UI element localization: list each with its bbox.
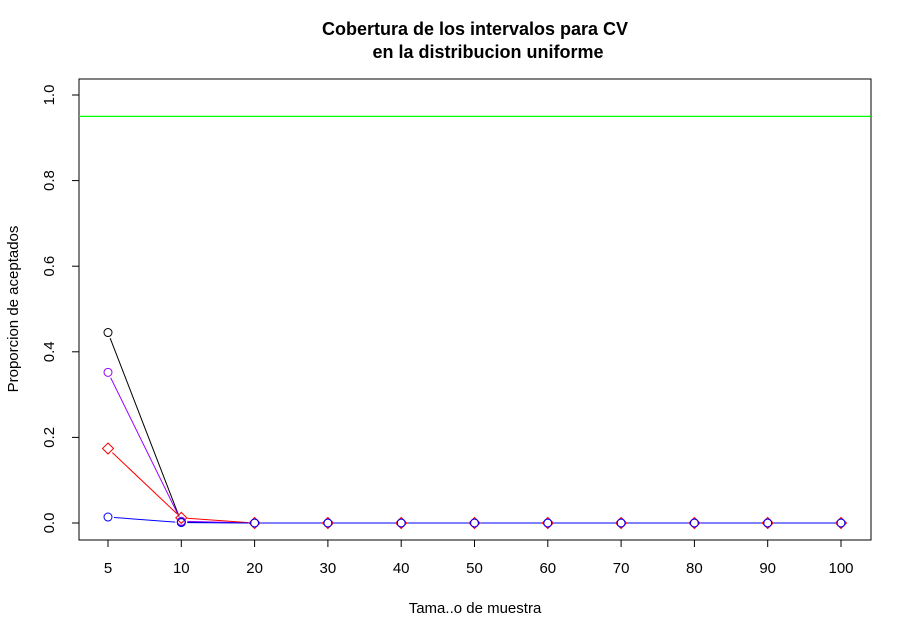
series-2-point: [101, 442, 115, 455]
chart-title-line-2: en la distribucion uniforme: [372, 42, 603, 62]
x-tick-label: 20: [246, 560, 263, 577]
x-tick-label: 5: [104, 560, 112, 577]
x-axis: 5 10 20 30 40 50 60 70 80 90 100: [104, 539, 854, 577]
x-tick-label: 40: [393, 560, 410, 577]
series-0: [103, 328, 846, 528]
series-3-point: [250, 518, 260, 528]
y-tick-label: 0.6: [41, 256, 58, 277]
series-3-segment: [113, 516, 176, 523]
x-axis-label: Tama..o de muestra: [409, 600, 542, 617]
y-axis: 0.0 0.2 0.4 0.6 0.8 1.0: [41, 85, 80, 534]
series-3-point: [323, 518, 333, 528]
y-tick-label: 0.0: [41, 513, 58, 534]
y-tick-label: 0.4: [41, 341, 58, 362]
series-3-point: [616, 518, 626, 528]
series-3-point: [763, 518, 773, 528]
y-tick-label: 1.0: [41, 85, 58, 106]
series-3-point: [543, 518, 553, 528]
chart-title-line-1: Cobertura de los intervalos para CV: [322, 19, 628, 39]
x-tick-label: 90: [759, 560, 776, 577]
series-3: [103, 512, 846, 528]
y-tick-label: 0.8: [41, 170, 58, 191]
series-2-segment: [112, 452, 178, 515]
x-tick-label: 50: [466, 560, 483, 577]
series-3-point: [470, 518, 479, 528]
series-2-point: [175, 511, 188, 525]
series-3-point: [176, 518, 186, 528]
x-tick-label: 70: [613, 560, 630, 577]
series-2-segment: [187, 517, 249, 524]
x-tick-label: 10: [173, 560, 190, 577]
series-3-point: [689, 518, 699, 528]
x-tick-label: 80: [686, 560, 703, 577]
series-3-point: [396, 518, 406, 528]
y-tick-label: 0.2: [41, 427, 58, 448]
series-2: [101, 442, 848, 530]
series-1-point: [103, 367, 113, 377]
series-3-point: [836, 518, 846, 528]
series-0-point: [103, 328, 113, 338]
series-0-segment: [109, 337, 180, 517]
series-group: [101, 328, 848, 530]
series-1-segment: [110, 377, 180, 517]
y-axis-label: Proporcion de aceptados: [5, 226, 22, 393]
x-tick-label: 60: [539, 560, 556, 577]
series-1: [103, 367, 846, 528]
x-tick-label: 100: [828, 560, 853, 577]
series-3-point: [103, 512, 113, 522]
plot-frame: [78, 78, 872, 541]
x-tick-label: 30: [320, 560, 337, 577]
